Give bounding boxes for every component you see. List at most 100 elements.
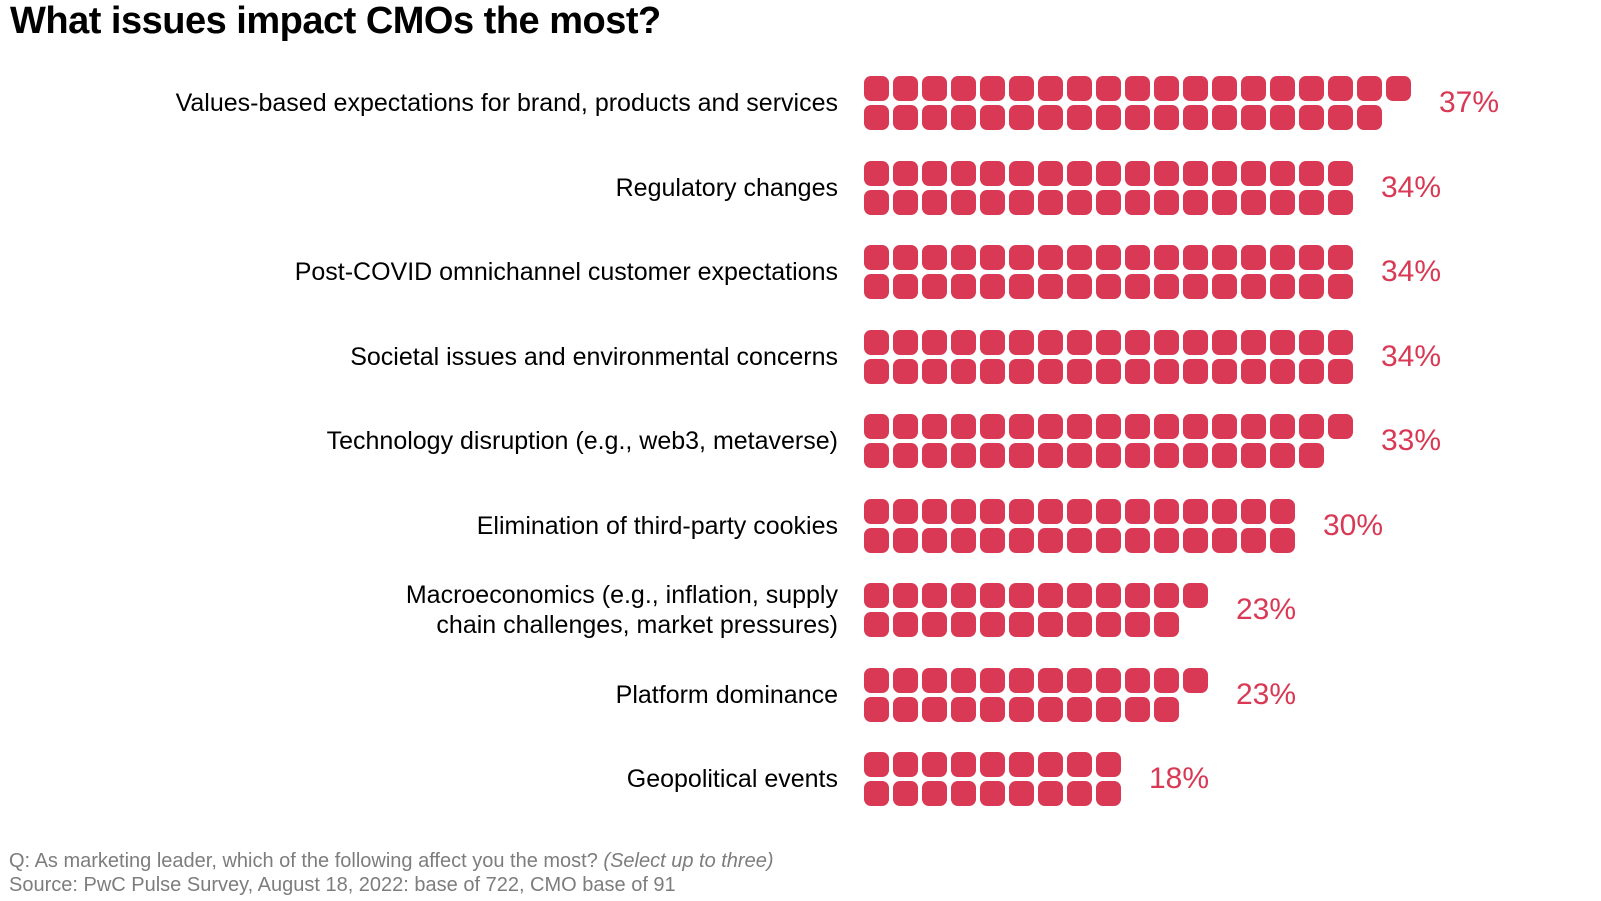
unit-square: [1183, 583, 1208, 609]
unit-square: [1038, 781, 1063, 807]
unit-square: [893, 274, 918, 300]
unit-square: [864, 612, 889, 638]
unit-square: [893, 414, 918, 440]
unit-square: [980, 667, 1005, 693]
chart-rows: Values-based expectations for brand, pro…: [0, 61, 1601, 822]
unit-square: [1009, 329, 1034, 355]
waffle-squares: [864, 160, 1353, 215]
waffle-line-top: [864, 752, 1121, 778]
unit-square: [1125, 358, 1150, 384]
unit-square: [1125, 667, 1150, 693]
unit-square: [864, 414, 889, 440]
unit-square: [864, 696, 889, 722]
unit-square: [1328, 329, 1353, 355]
unit-square: [980, 329, 1005, 355]
unit-square: [1067, 245, 1092, 271]
unit-square: [1328, 358, 1353, 384]
waffle-line-top: [864, 329, 1353, 355]
unit-square: [922, 245, 947, 271]
unit-square: [864, 752, 889, 778]
unit-square: [1328, 414, 1353, 440]
waffle-squares: [864, 498, 1295, 553]
waffle-line-top: [864, 583, 1208, 609]
unit-square: [1038, 752, 1063, 778]
unit-square: [864, 527, 889, 553]
unit-square: [893, 160, 918, 186]
unit-square: [1096, 498, 1121, 524]
unit-square: [980, 527, 1005, 553]
unit-square: [951, 358, 976, 384]
waffle-squares: [864, 245, 1353, 300]
unit-square: [980, 443, 1005, 469]
unit-square: [864, 498, 889, 524]
unit-square: [1038, 329, 1063, 355]
chart-row: Elimination of third-party cookies 30%: [0, 484, 1601, 569]
unit-square: [893, 667, 918, 693]
unit-square: [1270, 189, 1295, 215]
unit-square: [1096, 160, 1121, 186]
unit-square: [1009, 527, 1034, 553]
unit-square: [864, 358, 889, 384]
unit-square: [893, 752, 918, 778]
category-label: Elimination of third-party cookies: [476, 511, 838, 540]
unit-square: [1038, 414, 1063, 440]
waffle-line-bottom: [864, 612, 1208, 638]
unit-square: [1183, 160, 1208, 186]
unit-square: [980, 414, 1005, 440]
unit-square: [1154, 443, 1179, 469]
unit-square: [922, 527, 947, 553]
value-label: 34%: [1381, 170, 1442, 204]
unit-square: [1212, 414, 1237, 440]
unit-square: [922, 696, 947, 722]
unit-square: [922, 274, 947, 300]
waffle-line-bottom: [864, 781, 1121, 807]
unit-square: [1096, 329, 1121, 355]
unit-square: [1241, 527, 1266, 553]
unit-square: [1009, 105, 1034, 131]
unit-square: [1154, 414, 1179, 440]
unit-square: [1241, 329, 1266, 355]
unit-square: [1212, 527, 1237, 553]
value-label: 23%: [1236, 593, 1297, 627]
category-label: Technology disruption (e.g., web3, metav…: [326, 427, 838, 455]
unit-square: [1270, 274, 1295, 300]
unit-square: [1125, 612, 1150, 638]
unit-square: [1096, 696, 1121, 722]
unit-square: [1096, 612, 1121, 638]
unit-square: [864, 274, 889, 300]
chart-row: Platform dominance 23%: [0, 653, 1601, 738]
waffle-line-top: [864, 414, 1353, 440]
unit-square: [1067, 443, 1092, 469]
unit-square: [1386, 76, 1411, 102]
unit-square: [1212, 76, 1237, 102]
unit-square: [951, 696, 976, 722]
unit-square: [864, 105, 889, 131]
unit-square: [1212, 329, 1237, 355]
unit-square: [1125, 105, 1150, 131]
unit-square: [1038, 498, 1063, 524]
unit-square: [1125, 329, 1150, 355]
unit-square: [1067, 498, 1092, 524]
unit-square: [893, 781, 918, 807]
unit-square: [1241, 189, 1266, 215]
unit-square: [864, 443, 889, 469]
unit-square: [1096, 781, 1121, 807]
unit-square: [1212, 160, 1237, 186]
unit-square: [1038, 443, 1063, 469]
unit-square: [1299, 414, 1324, 440]
chart-title: What issues impact CMOs the most?: [10, 0, 661, 42]
unit-square: [1328, 274, 1353, 300]
waffle-squares: [864, 752, 1121, 807]
unit-square: [893, 612, 918, 638]
unit-square: [1067, 667, 1092, 693]
category-label: Societal issues and environmental concer…: [350, 342, 838, 371]
unit-square: [1212, 443, 1237, 469]
unit-square: [922, 160, 947, 186]
unit-square: [1038, 189, 1063, 215]
unit-square: [864, 245, 889, 271]
unit-square: [1038, 667, 1063, 693]
waffle-line-bottom: [864, 443, 1353, 469]
unit-square: [1067, 414, 1092, 440]
waffle-line-bottom: [864, 358, 1353, 384]
unit-square: [1270, 245, 1295, 271]
